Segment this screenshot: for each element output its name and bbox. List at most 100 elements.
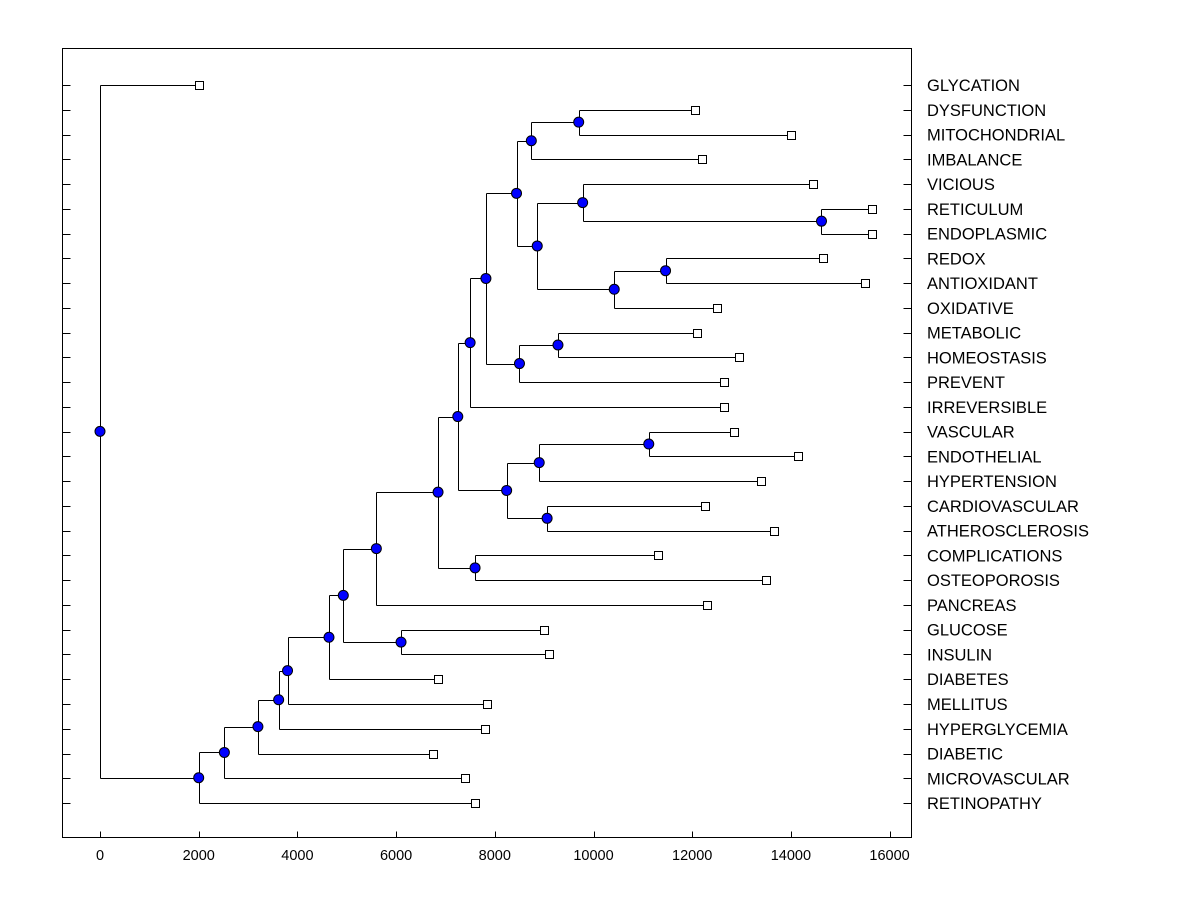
merge-node — [252, 721, 264, 733]
merge-node — [395, 636, 407, 648]
plot-frame — [62, 48, 912, 838]
merge-node — [531, 240, 543, 252]
merge-node — [469, 562, 481, 574]
merge-node — [525, 135, 537, 147]
leaf-marker — [483, 700, 492, 709]
merge-node — [480, 272, 492, 284]
merge-node — [573, 116, 585, 128]
leaf-marker — [471, 799, 480, 808]
leaf-marker — [735, 353, 744, 362]
leaf-marker — [730, 428, 739, 437]
leaf-label: CARDIOVASCULAR — [927, 498, 1079, 516]
leaf-marker — [195, 81, 204, 90]
merge-node — [501, 484, 513, 496]
axis-ticks: 0 2000 4000 6000 8000 10000 12000 14000 16000 — [62, 85, 912, 864]
leaf-marker — [861, 279, 870, 288]
leaf-marker — [461, 774, 470, 783]
leaf-label: IMBALANCE — [927, 151, 1022, 169]
leaf-marker — [713, 304, 722, 313]
leaf-marker — [757, 477, 766, 486]
leaf-label: ENDOTHELIAL — [927, 448, 1042, 466]
merge-node — [513, 358, 525, 370]
leaf-label: ANTIOXIDANT — [927, 275, 1038, 293]
leaf-label: VICIOUS — [927, 176, 995, 194]
merge-node — [193, 772, 205, 784]
x-tick-label: 16000 — [869, 848, 909, 864]
merge-node — [452, 411, 464, 423]
leaf-label: REDOX — [927, 250, 986, 268]
dendrogram-edges — [100, 85, 873, 804]
merge-node — [218, 746, 230, 758]
merge-node — [432, 486, 444, 498]
merge-node — [577, 197, 589, 209]
leaf-marker — [429, 750, 438, 759]
leaf-labels: GLYCATION DYSFUNCTION MITOCHONDRIAL IMBALAN… — [927, 77, 1089, 813]
leaf-label: PREVENT — [927, 374, 1005, 392]
leaf-marker — [787, 131, 796, 140]
leaf-label: MELLITUS — [927, 696, 1008, 714]
merge-node — [323, 631, 335, 643]
leaf-marker — [868, 230, 877, 239]
x-tick-label: 14000 — [771, 848, 811, 864]
leaf-marker — [654, 551, 663, 560]
leaf-label: OXIDATIVE — [927, 300, 1014, 318]
leaf-label: IRREVERSIBLE — [927, 399, 1047, 417]
merge-node — [660, 265, 672, 277]
leaf-marker — [770, 527, 779, 536]
x-tick-label: 6000 — [380, 848, 412, 864]
x-tick-label: 4000 — [281, 848, 313, 864]
leaf-label: HYPERGLYCEMIA — [927, 721, 1068, 739]
leaf-label: COMPLICATIONS — [927, 547, 1062, 565]
merge-node — [370, 543, 382, 555]
leaf-label: ATHEROSCLEROSIS — [927, 523, 1089, 541]
leaf-marker — [701, 502, 710, 511]
leaf-marker — [720, 378, 729, 387]
merge-node — [273, 694, 285, 706]
merge-node — [337, 589, 349, 601]
x-tick-label: 0 — [96, 848, 104, 864]
leaf-marker — [703, 601, 712, 610]
leaf-marker — [693, 329, 702, 338]
leaf-label: ENDOPLASMIC — [927, 226, 1047, 244]
x-tick-label: 12000 — [672, 848, 712, 864]
leaf-label: HYPERTENSION — [927, 473, 1057, 491]
leaf-label: RETICULUM — [927, 201, 1023, 219]
merge-node — [541, 512, 553, 524]
leaf-label: MICROVASCULAR — [927, 770, 1070, 788]
leaf-marker — [819, 254, 828, 263]
leaf-label: DIABETES — [927, 671, 1009, 689]
leaf-label: METABOLIC — [927, 325, 1021, 343]
leaf-marker — [481, 725, 490, 734]
leaf-label: VASCULAR — [927, 424, 1015, 442]
leaf-marker — [720, 403, 729, 412]
x-tick-label: 10000 — [573, 848, 613, 864]
leaf-marker — [698, 155, 707, 164]
merge-node — [282, 665, 294, 677]
merge-node — [464, 337, 476, 349]
dendrogram-nodes — [94, 81, 877, 808]
merge-node — [533, 457, 545, 469]
leaf-label: DIABETIC — [927, 746, 1003, 764]
leaf-label: HOMEOSTASIS — [927, 349, 1047, 367]
leaf-label: PANCREAS — [927, 597, 1017, 615]
leaf-marker — [540, 626, 549, 635]
merge-node — [815, 215, 827, 227]
merge-node — [608, 283, 620, 295]
x-tick-label: 2000 — [183, 848, 215, 864]
leaf-label: INSULIN — [927, 646, 992, 664]
leaf-label: DYSFUNCTION — [927, 102, 1046, 120]
merge-node — [511, 187, 523, 199]
merge-node — [94, 425, 106, 437]
leaf-marker — [691, 106, 700, 115]
leaf-marker — [762, 576, 771, 585]
leaf-marker — [809, 180, 818, 189]
leaf-label: GLUCOSE — [927, 622, 1008, 640]
leaf-label: GLYCATION — [927, 77, 1020, 95]
leaf-marker — [545, 650, 554, 659]
leaf-marker — [434, 675, 443, 684]
x-tick-label: 8000 — [479, 848, 511, 864]
merge-node — [643, 438, 655, 450]
leaf-marker — [868, 205, 877, 214]
merge-node — [552, 339, 564, 351]
